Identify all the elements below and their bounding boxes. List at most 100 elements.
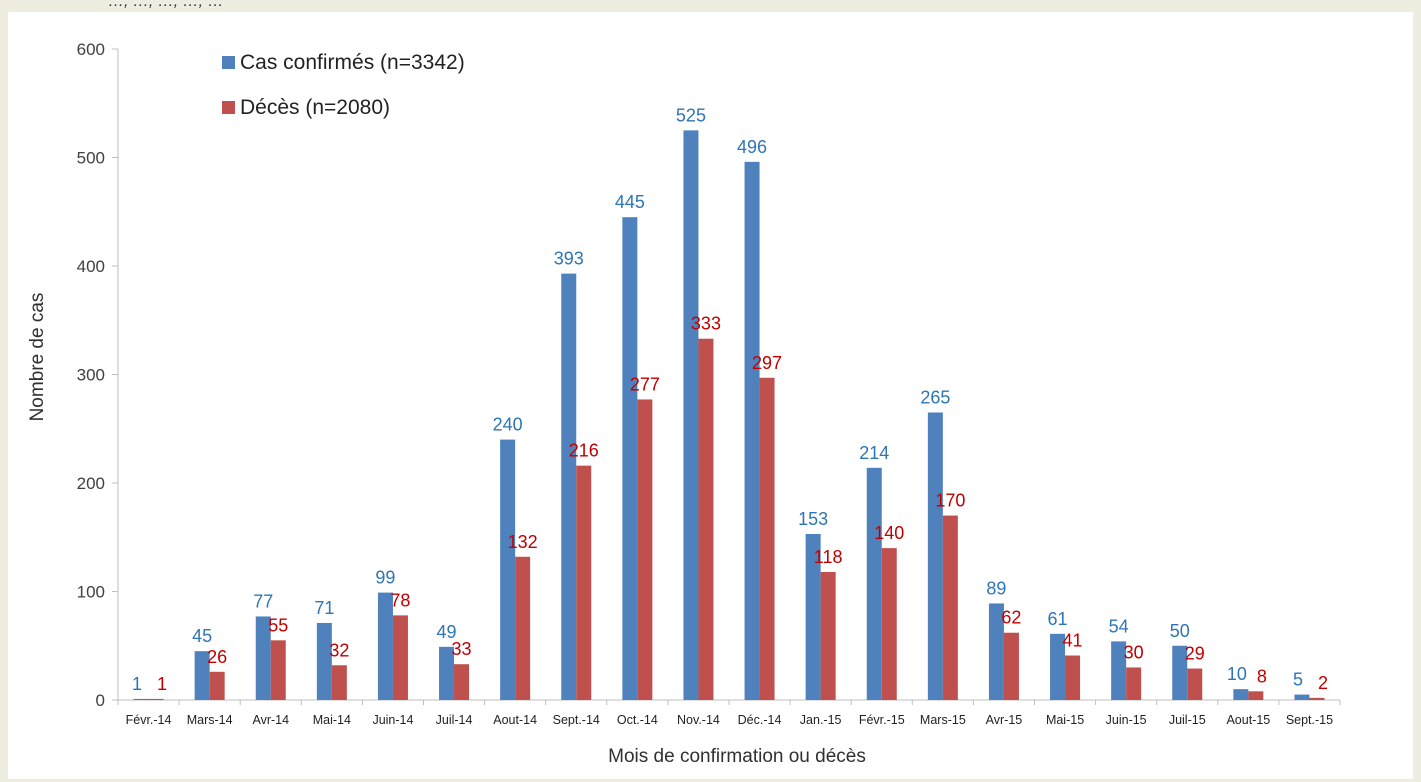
data-label-deces: 1 <box>157 674 167 694</box>
bar-cas-confirmes <box>194 651 210 700</box>
x-tick-label: Oct.-14 <box>617 713 658 727</box>
legend-swatch-cas-confirmes <box>222 56 235 69</box>
y-tick-label: 600 <box>77 40 105 59</box>
data-label-deces: 30 <box>1124 642 1144 662</box>
x-tick-label: Juin-15 <box>1106 713 1147 727</box>
bar-cas-confirmes <box>1050 633 1066 700</box>
bar-cas-confirmes <box>439 646 455 700</box>
bar-deces <box>942 515 958 700</box>
x-tick-label: Jan.-15 <box>800 713 842 727</box>
data-label-deces: 216 <box>569 441 599 461</box>
bar-cas-confirmes <box>1172 645 1188 700</box>
data-label-deces: 132 <box>508 532 538 552</box>
data-label-cas-confirmes: 45 <box>192 626 212 646</box>
bar-deces <box>331 665 347 700</box>
bar-deces <box>881 548 897 700</box>
data-label-cas-confirmes: 50 <box>1170 621 1190 641</box>
bar-cas-confirmes <box>744 161 760 701</box>
x-tick-label: Mai-14 <box>313 713 351 727</box>
legend: Cas confirmés (n=3342) Décès (n=2080) <box>222 51 465 119</box>
data-label-deces: 33 <box>452 639 472 659</box>
bar-deces <box>454 664 470 700</box>
data-label-deces: 32 <box>329 640 349 660</box>
bar-deces <box>576 465 592 700</box>
bar-deces <box>820 571 836 700</box>
x-tick-label: Aout-15 <box>1226 713 1270 727</box>
bar-cas-confirmes <box>988 603 1004 700</box>
data-label-cas-confirmes: 525 <box>676 105 706 125</box>
bar-deces <box>392 615 408 700</box>
bar-cas-confirmes <box>316 622 332 700</box>
data-label-deces: 297 <box>752 353 782 373</box>
y-axis-title: Nombre de cas <box>27 293 48 422</box>
data-label-cas-confirmes: 214 <box>859 443 889 463</box>
data-label-deces: 26 <box>207 647 227 667</box>
x-tick-label: Juil-14 <box>436 713 473 727</box>
y-tick-label: 0 <box>96 691 105 710</box>
data-label-cas-confirmes: 61 <box>1048 609 1068 629</box>
x-tick-label: Juil-15 <box>1169 713 1206 727</box>
data-label-deces: 118 <box>814 547 843 567</box>
bar-deces <box>1003 632 1019 700</box>
bar-cas-confirmes <box>805 533 821 700</box>
data-label-cas-confirmes: 1 <box>132 674 142 694</box>
data-label-deces: 140 <box>874 523 904 543</box>
x-tick-label: Févr.-14 <box>126 713 172 727</box>
y-axis: 0 100 200 300 400 500 600 <box>77 40 119 710</box>
data-label-cas-confirmes: 49 <box>437 622 457 642</box>
bar-deces <box>515 556 531 700</box>
data-label-deces: 78 <box>390 590 410 610</box>
y-tick-label: 500 <box>77 149 105 168</box>
data-label-deces: 55 <box>268 615 288 635</box>
data-label-deces: 62 <box>1001 608 1021 628</box>
data-label-cas-confirmes: 496 <box>737 137 767 157</box>
data-label-cas-confirmes: 265 <box>920 387 950 407</box>
data-label-cas-confirmes: 77 <box>253 591 273 611</box>
x-tick-label: Févr.-15 <box>859 713 905 727</box>
bar-cas-confirmes <box>500 439 516 700</box>
data-label-cas-confirmes: 5 <box>1293 670 1303 690</box>
bar-deces <box>1248 691 1264 700</box>
x-tick-label: Mars-14 <box>187 713 233 727</box>
data-label-deces: 170 <box>935 491 965 511</box>
x-tick-label: Déc.-14 <box>738 713 782 727</box>
bar-chart: 0 100 200 300 400 500 600 Févr.-14 Mars-14 Avr-1… <box>27 40 1341 767</box>
data-label-cas-confirmes: 445 <box>615 192 645 212</box>
y-tick-label: 400 <box>77 257 105 276</box>
bars <box>133 130 1325 701</box>
data-label-deces: 29 <box>1185 644 1205 664</box>
x-tick-label: Avr-14 <box>252 713 289 727</box>
y-tick-label: 300 <box>77 366 105 385</box>
x-axis-title: Mois de confirmation ou décès <box>608 746 866 767</box>
bar-cas-confirmes <box>622 217 638 701</box>
bar-deces <box>1309 697 1325 700</box>
bar-cas-confirmes <box>1233 689 1249 700</box>
bar-cas-confirmes <box>561 273 577 700</box>
data-label-cas-confirmes: 393 <box>554 249 584 269</box>
top-caption-fragment: …, …, …, …, … <box>108 0 224 10</box>
bar-cas-confirmes <box>866 467 882 700</box>
bar-cas-confirmes <box>927 412 943 700</box>
data-label-cas-confirmes: 54 <box>1109 616 1129 636</box>
data-label-cas-confirmes: 89 <box>986 578 1006 598</box>
bar-deces <box>1126 667 1142 700</box>
data-label-cas-confirmes: 10 <box>1227 664 1247 684</box>
x-tick-label: Nov.-14 <box>677 713 720 727</box>
x-tick-label: Mai-15 <box>1046 713 1084 727</box>
bar-deces <box>759 377 775 700</box>
bar-deces <box>698 338 714 700</box>
bar-cas-confirmes <box>1111 641 1127 700</box>
data-label-cas-confirmes: 71 <box>314 598 334 618</box>
data-label-cas-confirmes: 153 <box>798 509 828 529</box>
legend-swatch-deces <box>222 101 235 114</box>
bar-deces <box>1065 655 1081 700</box>
x-tick-label: Juin-14 <box>372 713 413 727</box>
bar-deces <box>1187 668 1203 700</box>
x-tick-label: Aout-14 <box>493 713 537 727</box>
data-label-cas-confirmes: 99 <box>375 568 395 588</box>
x-tick-label: Sept.-14 <box>553 713 600 727</box>
data-label-deces: 41 <box>1063 631 1083 651</box>
bar-cas-confirmes <box>255 616 271 700</box>
legend-label-cas-confirmes: Cas confirmés (n=3342) <box>240 51 465 74</box>
